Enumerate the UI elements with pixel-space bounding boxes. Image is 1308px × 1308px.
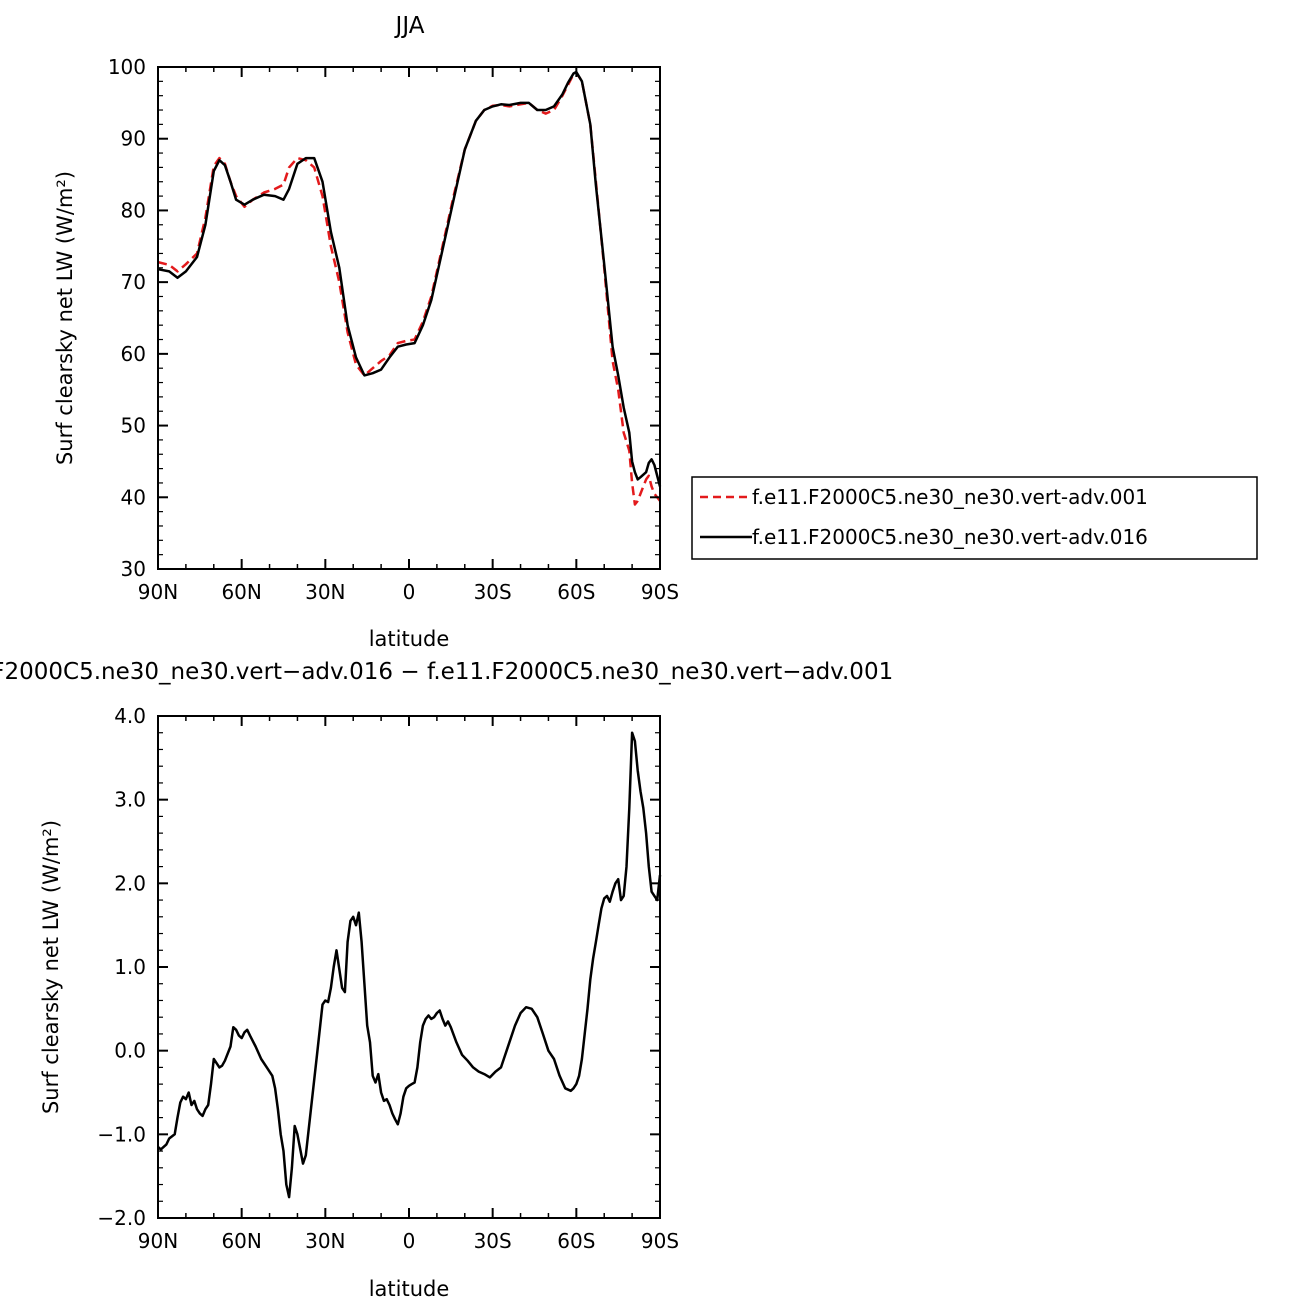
- top-chart-y-axis-label: Surf clearsky net LW (W/m²): [53, 171, 77, 465]
- y-tick-label: 100: [108, 55, 146, 79]
- x-tick-label: 0: [403, 1229, 416, 1253]
- y-tick-label: 50: [121, 414, 146, 438]
- bottom-chart-x-axis-label: latitude: [369, 1277, 450, 1301]
- y-tick-label: 60: [121, 342, 146, 366]
- chart-1-series-1-line: [157, 71, 661, 506]
- bottom-chart-ticks: 90N 60N 30N 0 30S 60S 90S −2.0 −1.0 0.0 1.0 2.0 3.0 4…: [97, 704, 679, 1253]
- x-tick-label: 30S: [474, 1229, 512, 1253]
- legend-label-series-1: f.e11.F2000C5.ne30_ne30.vert-adv.001: [752, 485, 1148, 509]
- top-chart-x-axis-label: latitude: [369, 627, 450, 651]
- y-tick-label: 90: [121, 127, 146, 151]
- x-tick-label: 0: [403, 580, 416, 604]
- chart-2-series-1-line: [157, 731, 662, 1199]
- top-chart-title: JJA: [394, 13, 425, 39]
- top-chart-ticks: 90N 60N 30N 0 30S 60S 90S 30 40 50 60 70 80 90 100: [108, 55, 679, 604]
- legend-label-series-2: f.e11.F2000C5.ne30_ne30.vert-adv.016: [752, 525, 1148, 549]
- y-tick-label: −2.0: [97, 1206, 146, 1230]
- y-tick-label: 4.0: [114, 704, 146, 728]
- top-chart: JJA 90N 60N 30N 0 30S 60S 90S 30 40 50 60 70 80 90 100…: [53, 13, 679, 651]
- y-tick-label: 40: [121, 485, 146, 509]
- legend-box: [691, 476, 1258, 560]
- top-chart-frame: [157, 66, 661, 570]
- bottom-chart: f.e11.F2000C5.ne30_ne30.vert−adv.016 − f…: [0, 659, 893, 1301]
- x-tick-label: 30N: [305, 1229, 345, 1253]
- x-tick-label: 90S: [641, 580, 679, 604]
- legend: f.e11.F2000C5.ne30_ne30.vert-adv.001 f.e…: [691, 476, 1258, 560]
- bottom-chart-title: f.e11.F2000C5.ne30_ne30.vert−adv.016 − f…: [0, 659, 893, 685]
- y-tick-label: 0.0: [114, 1039, 146, 1063]
- top-chart-series-group: [157, 70, 662, 506]
- bottom-chart-series-group: [157, 731, 662, 1199]
- y-tick-label: −1.0: [97, 1122, 146, 1146]
- y-tick-label: 70: [121, 270, 146, 294]
- y-tick-label: 1.0: [114, 955, 146, 979]
- bottom-chart-frame: [157, 715, 661, 1219]
- y-tick-label: 80: [121, 198, 146, 222]
- chart-1-series-2-line: [157, 70, 662, 487]
- x-tick-label: 30N: [305, 580, 345, 604]
- x-tick-label: 60N: [221, 580, 261, 604]
- x-tick-label: 90N: [138, 1229, 178, 1253]
- y-tick-label: 30: [121, 557, 146, 581]
- y-tick-label: 2.0: [114, 871, 146, 895]
- x-tick-label: 60S: [557, 1229, 595, 1253]
- y-tick-label: 3.0: [114, 788, 146, 812]
- x-tick-label: 60S: [557, 580, 595, 604]
- x-tick-label: 30S: [474, 580, 512, 604]
- x-tick-label: 60N: [221, 1229, 261, 1253]
- x-tick-label: 90S: [641, 1229, 679, 1253]
- bottom-chart-y-axis-label: Surf clearsky net LW (W/m²): [39, 820, 63, 1114]
- x-tick-label: 90N: [138, 580, 178, 604]
